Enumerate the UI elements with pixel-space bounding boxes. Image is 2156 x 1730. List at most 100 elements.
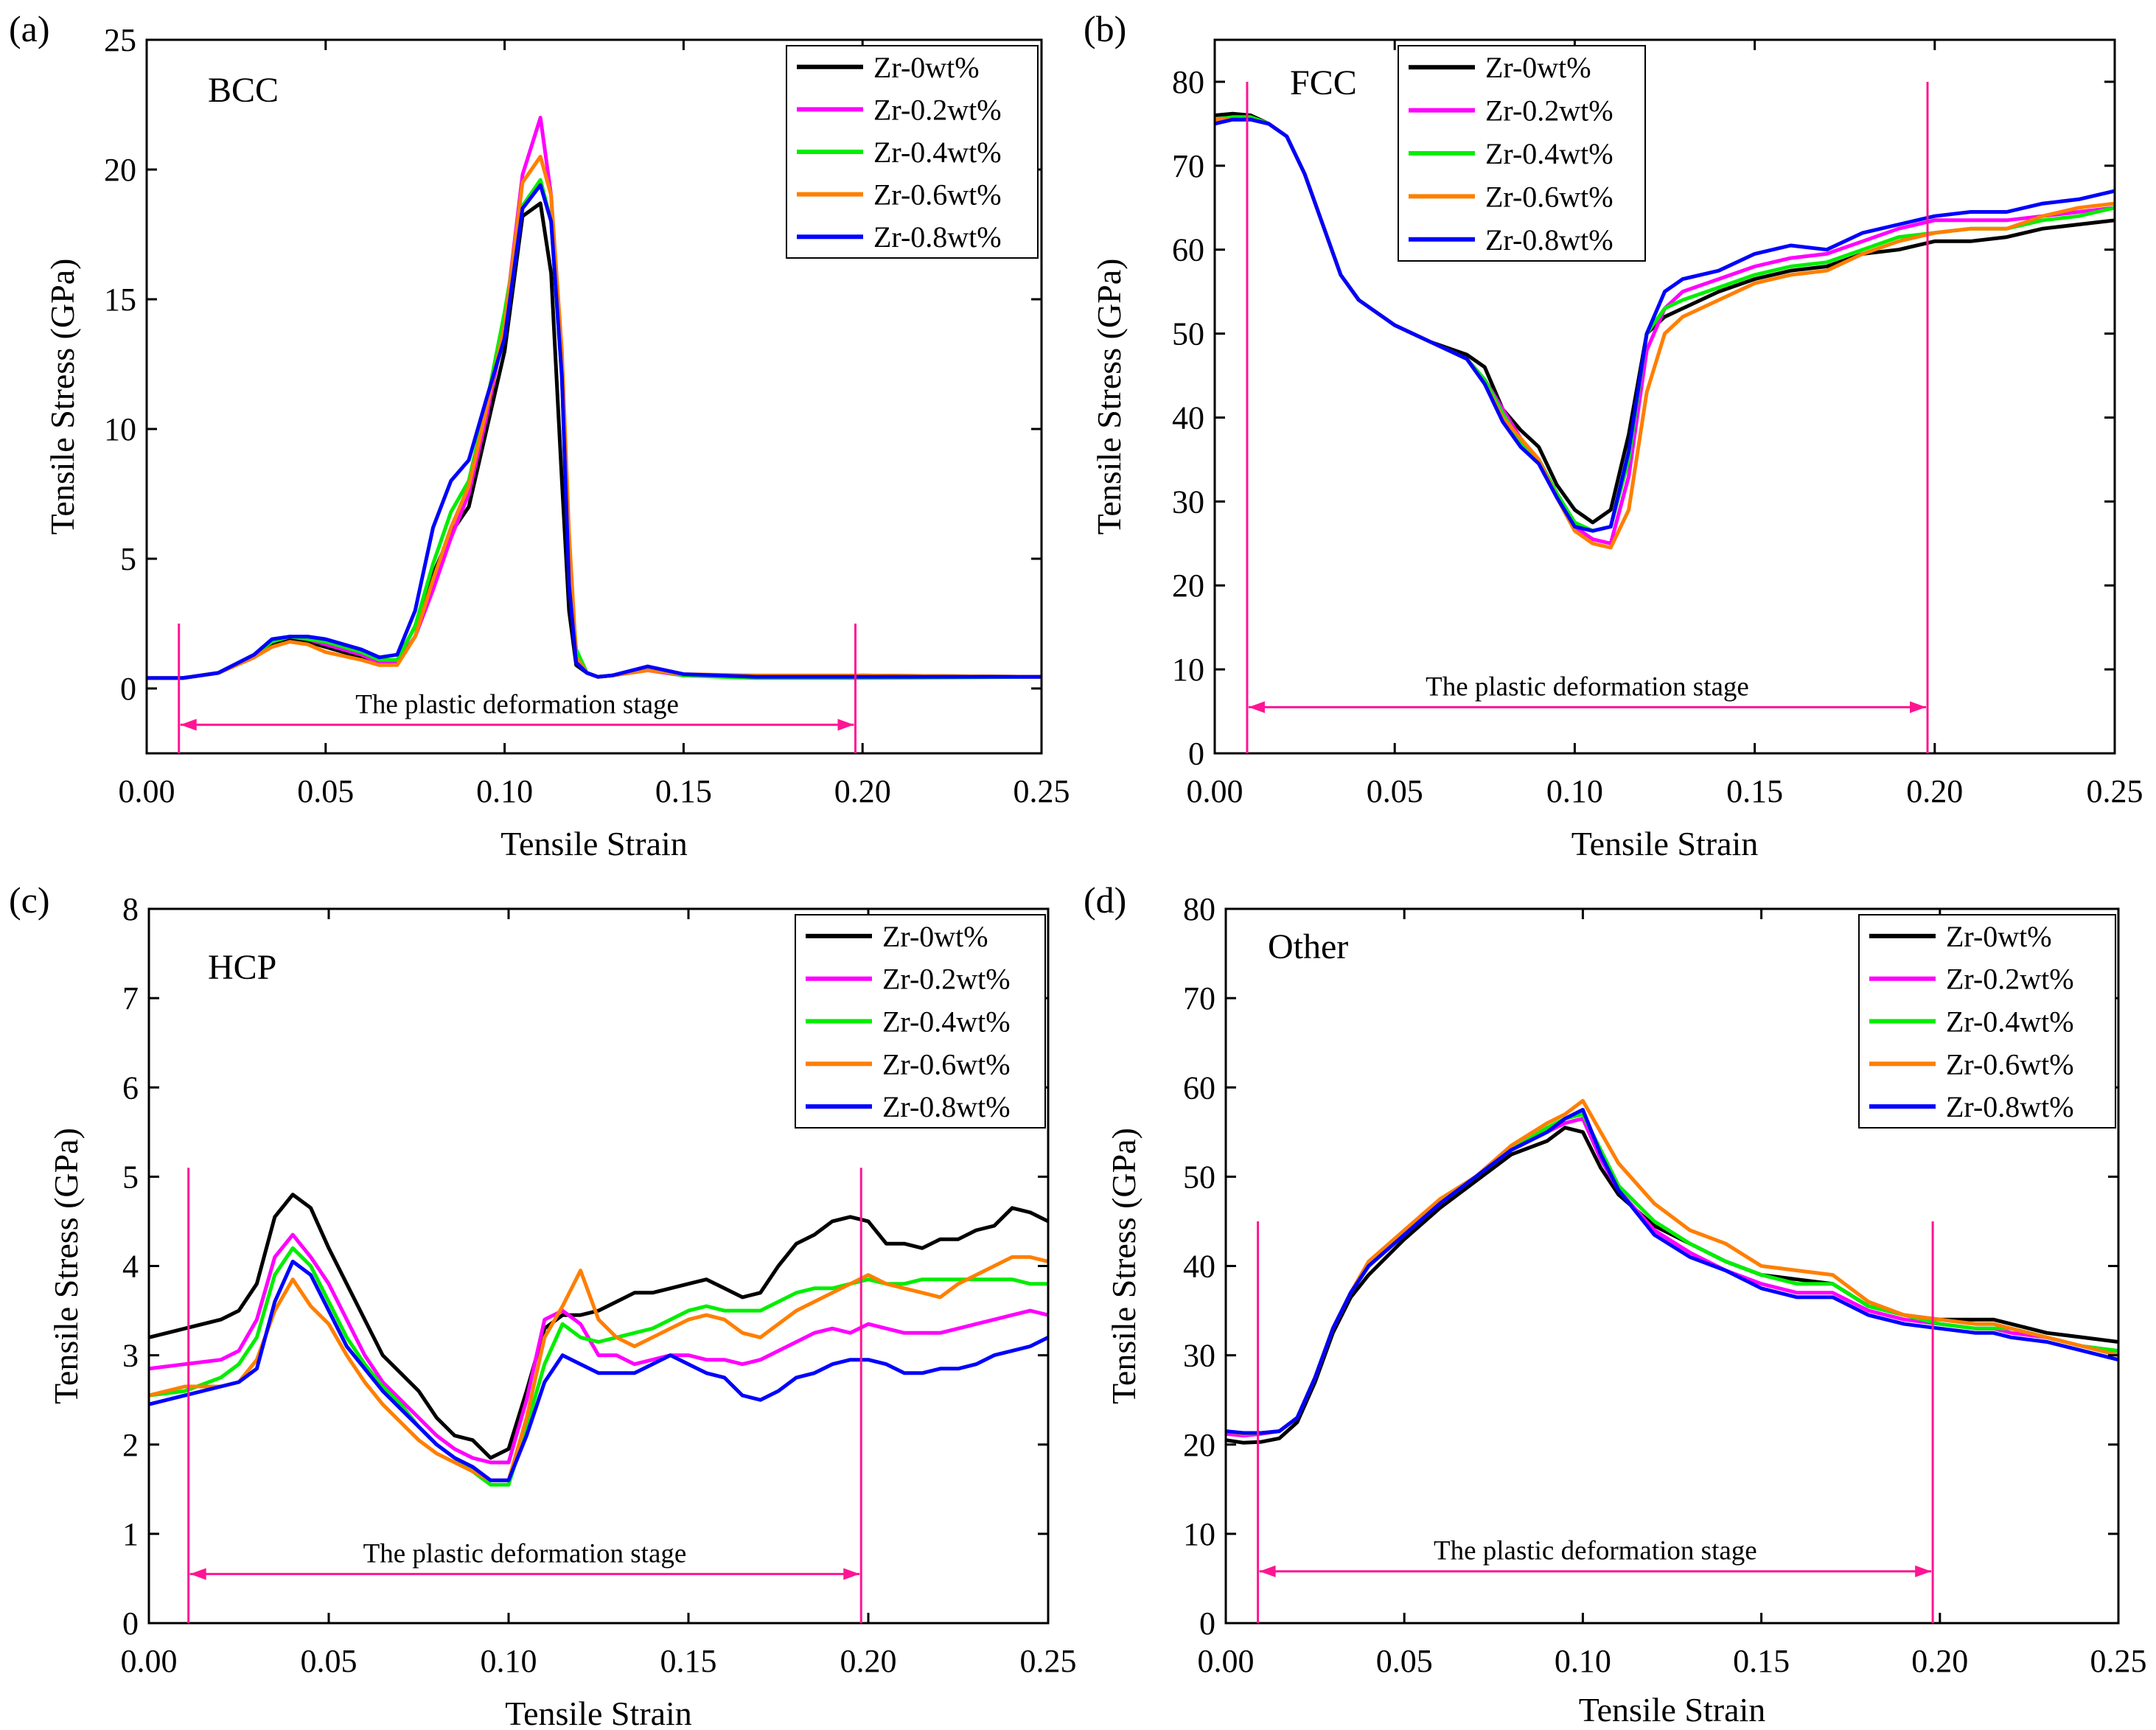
x-tick-label: 0.05: [301, 1643, 357, 1679]
x-tick-label: 0.05: [1367, 773, 1423, 809]
chart-panel-b: 0.00 0.05 0.10 0.15 0.20 0.25 0 10 20 30 40 50 60 70 8…: [1084, 8, 2143, 862]
x-tick-label: 0.10: [476, 773, 533, 809]
x-tick-label: 0.05: [1376, 1643, 1433, 1679]
y-tick-label: 0: [1188, 736, 1204, 772]
y-tick-label: 60: [1172, 232, 1204, 268]
series-line-zr-0-6wt-: [149, 1255, 1048, 1482]
stage-annotation-text: The plastic deformation stage: [1426, 672, 1749, 702]
x-tick-label: 0.00: [119, 773, 175, 809]
y-tick-label: 20: [1183, 1427, 1215, 1463]
panel-title: HCP: [208, 948, 276, 987]
legend-label: Zr-0.4wt%: [882, 1005, 1011, 1039]
y-tick-label: 15: [104, 282, 136, 318]
y-tick-label: 80: [1172, 64, 1204, 100]
y-tick-label: 0: [1199, 1605, 1215, 1642]
x-tick-label: 0.10: [481, 1643, 537, 1679]
x-tick-label: 0.05: [297, 773, 354, 809]
y-tick-label: 70: [1172, 148, 1204, 184]
series-line-zr-0-6wt-: [1215, 117, 2115, 550]
y-tick-label: 20: [104, 152, 136, 188]
x-tick-label: 0.20: [1911, 1643, 1968, 1679]
legend-label: Zr-0.4wt%: [1946, 1005, 2074, 1039]
x-tick-label: 0.25: [1014, 773, 1070, 809]
plot-frame: [1213, 38, 2116, 755]
x-axis-label: Tensile Strain: [505, 1695, 692, 1730]
x-axis-label: Tensile Strain: [1571, 825, 1759, 862]
x-tick-label: 0.20: [834, 773, 891, 809]
legend-label: Zr-0.6wt%: [1946, 1047, 2074, 1081]
legend-label: Zr-0.8wt%: [1946, 1090, 2074, 1123]
stage-arrow-right-head: [1915, 1565, 1932, 1577]
legend-label: Zr-0.6wt%: [873, 178, 1002, 212]
y-tick-label: 50: [1172, 316, 1204, 352]
legend-label: Zr-0.2wt%: [1946, 963, 2074, 996]
legend: Zr-0wt% Zr-0.2wt% Zr-0.4wt% Zr-0.6wt% Zr-0.8…: [795, 914, 1046, 1129]
y-tick-label: 20: [1172, 568, 1204, 604]
x-tick-label: 0.10: [1555, 1643, 1611, 1679]
x-tick-label: 0.25: [2087, 773, 2143, 809]
y-tick-label: 10: [1172, 652, 1204, 688]
series-line-zr-0-6wt-: [1226, 1098, 2118, 1436]
y-tick-label: 40: [1183, 1249, 1215, 1285]
legend-label: Zr-0.6wt%: [882, 1047, 1011, 1081]
x-tick-label: 0.25: [1020, 1643, 1077, 1679]
y-tick-label: 80: [1183, 891, 1215, 927]
legend-label: Zr-0.2wt%: [873, 93, 1002, 126]
x-tick-label: 0.15: [655, 773, 712, 809]
stage-annotation-text: The plastic deformation stage: [355, 689, 679, 719]
series-line-zr-0-8wt-: [1215, 117, 2115, 533]
legend-label: Zr-0.2wt%: [882, 963, 1011, 996]
y-tick-label: 60: [1183, 1070, 1215, 1106]
panel-title: Other: [1268, 927, 1348, 966]
y-tick-label: 25: [104, 22, 136, 58]
panel-label: (b): [1084, 8, 1126, 49]
x-tick-label: 0.00: [121, 1643, 178, 1679]
stage-arrow-left-head: [180, 719, 197, 731]
stage-arrow-right-head: [1910, 701, 1927, 714]
y-tick-label: 70: [1183, 980, 1215, 1016]
y-tick-label: 6: [122, 1070, 139, 1106]
legend-label: Zr-0.4wt%: [1485, 137, 1613, 170]
x-axis-label: Tensile Strain: [500, 825, 688, 862]
legend: Zr-0wt% Zr-0.2wt% Zr-0.4wt% Zr-0.6wt% Zr-0.8…: [1398, 45, 1646, 262]
legend: Zr-0wt% Zr-0.2wt% Zr-0.4wt% Zr-0.6wt% Zr-0.8…: [1858, 914, 2116, 1129]
x-tick-label: 0.20: [1906, 773, 1963, 809]
stage-arrow-left-head: [189, 1568, 206, 1580]
legend-label: Zr-0wt%: [873, 51, 980, 84]
legend-label: Zr-0wt%: [1485, 51, 1591, 84]
y-tick-label: 30: [1183, 1338, 1215, 1374]
y-tick-label: 7: [122, 980, 139, 1016]
stage-arrow-left-head: [1259, 1565, 1276, 1577]
legend-label: Zr-0.2wt%: [1485, 94, 1613, 128]
legend-label: Zr-0wt%: [882, 920, 988, 953]
y-tick-label: 5: [120, 541, 136, 577]
y-tick-label: 30: [1172, 484, 1204, 520]
legend-label: Zr-0.8wt%: [1485, 223, 1613, 257]
chart-panel-c: 0.00 0.05 0.10 0.15 0.20 0.25 0 1 2 3 4 5 6 7 8 Tensile…: [9, 879, 1077, 1730]
panel-title: BCC: [208, 71, 279, 110]
x-tick-label: 0.00: [1187, 773, 1243, 809]
y-tick-label: 1: [122, 1516, 139, 1552]
y-axis-label: Tensile Stress (GPa): [1105, 1128, 1142, 1404]
series-line-zr-0-2wt-: [149, 1232, 1048, 1465]
series-line-zr-0wt-: [147, 201, 1042, 680]
y-axis-label: Tensile Stress (GPa): [47, 1128, 85, 1404]
x-tick-label: 0.15: [1726, 773, 1783, 809]
stage-annotation-text: The plastic deformation stage: [1434, 1536, 1757, 1566]
y-tick-label: 10: [104, 411, 136, 447]
legend-label: Zr-0.4wt%: [873, 136, 1002, 169]
x-tick-label: 0.15: [1733, 1643, 1790, 1679]
y-tick-label: 40: [1172, 400, 1204, 436]
legend-label: Zr-0.8wt%: [882, 1090, 1011, 1123]
stage-arrow-right-head: [837, 719, 854, 731]
series-line-zr-0wt-: [149, 1193, 1048, 1460]
legend-label: Zr-0.6wt%: [1485, 180, 1613, 213]
series-line-zr-0-8wt-: [1226, 1108, 2118, 1435]
series-line-zr-0wt-: [1226, 1126, 2118, 1445]
x-tick-label: 0.00: [1198, 1643, 1255, 1679]
legend-label: Zr-0wt%: [1946, 920, 2052, 953]
series-line-zr-0-8wt-: [149, 1259, 1048, 1482]
x-tick-label: 0.25: [2090, 1643, 2147, 1679]
y-axis-label: Tensile Stress (GPa): [43, 259, 81, 535]
